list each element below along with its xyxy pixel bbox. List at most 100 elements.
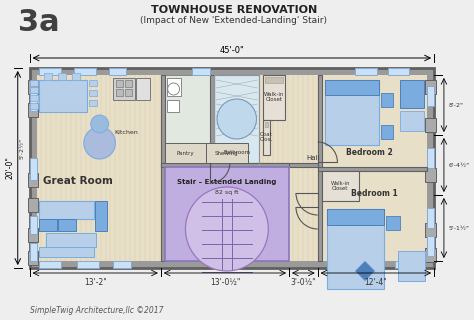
Text: Stair – Extended Landing: Stair – Extended Landing	[177, 179, 277, 185]
Bar	[165, 167, 289, 261]
Bar	[39, 247, 94, 257]
Bar	[39, 80, 87, 112]
Bar	[27, 228, 38, 242]
Text: 5'-1½": 5'-1½"	[449, 226, 470, 230]
Bar	[27, 173, 38, 187]
Text: Great Room: Great Room	[43, 176, 113, 186]
Bar	[400, 80, 424, 108]
Bar	[214, 75, 259, 167]
Bar	[36, 75, 427, 261]
Circle shape	[217, 99, 256, 139]
Bar	[74, 68, 96, 75]
Text: Bedroom 2: Bedroom 2	[346, 148, 392, 157]
Bar	[29, 103, 38, 109]
Bar	[89, 90, 97, 96]
Bar	[381, 93, 392, 107]
Bar	[117, 80, 123, 87]
Bar	[327, 209, 384, 225]
Bar	[29, 80, 38, 86]
Bar	[29, 243, 36, 261]
Bar	[89, 80, 97, 86]
Bar	[318, 167, 427, 171]
Bar	[89, 100, 97, 106]
Bar	[325, 80, 379, 95]
Text: 8'-2": 8'-2"	[449, 102, 464, 108]
Bar	[355, 261, 380, 268]
Bar	[325, 80, 379, 145]
Text: Bathroom: Bathroom	[223, 150, 250, 155]
Bar	[388, 68, 410, 75]
Bar	[109, 68, 126, 75]
Bar	[29, 68, 434, 268]
Text: 3'-0½": 3'-0½"	[291, 278, 316, 287]
Bar	[27, 80, 38, 94]
Bar	[427, 236, 434, 256]
Text: Kitchen: Kitchen	[114, 130, 138, 135]
Bar	[265, 77, 283, 83]
Bar	[425, 118, 436, 132]
Bar	[427, 208, 434, 228]
Bar	[264, 75, 285, 120]
Bar	[27, 251, 38, 265]
Bar	[72, 73, 80, 80]
Text: (Impact of New 'Extended-Landing' Stair): (Impact of New 'Extended-Landing' Stair)	[140, 16, 328, 25]
Bar	[206, 143, 247, 163]
Text: Walk-in
Closet: Walk-in Closet	[264, 92, 284, 102]
Bar	[113, 78, 135, 100]
Bar	[167, 100, 179, 112]
Bar	[425, 248, 436, 262]
Bar	[321, 171, 427, 261]
Text: 20'-0": 20'-0"	[6, 156, 15, 180]
Bar	[265, 122, 268, 127]
Bar	[165, 143, 206, 163]
Bar	[210, 75, 214, 167]
Bar	[113, 261, 131, 268]
Bar	[29, 216, 36, 234]
Bar	[394, 261, 414, 268]
Bar	[117, 89, 123, 96]
Text: 12'-4": 12'-4"	[365, 278, 387, 287]
Text: 5'-2½": 5'-2½"	[19, 137, 25, 159]
Text: Walk-in
Closet: Walk-in Closet	[330, 180, 350, 191]
Text: 13'-0½": 13'-0½"	[210, 278, 240, 287]
Bar	[125, 89, 132, 96]
Bar	[161, 163, 318, 167]
Bar	[58, 219, 76, 231]
Bar	[27, 103, 38, 117]
Text: 82 sq ft: 82 sq ft	[215, 190, 239, 195]
Bar	[46, 233, 96, 247]
Bar	[45, 73, 52, 80]
Circle shape	[91, 115, 109, 133]
Bar	[77, 261, 99, 268]
Bar	[167, 78, 181, 96]
Bar	[427, 86, 434, 106]
Circle shape	[84, 127, 116, 159]
Text: 3a: 3a	[18, 8, 59, 37]
Bar	[425, 80, 436, 94]
Bar	[27, 198, 38, 212]
Polygon shape	[355, 261, 375, 281]
Bar	[425, 168, 436, 182]
Text: 6'-4½": 6'-4½"	[449, 163, 470, 167]
Bar	[427, 148, 434, 168]
Bar	[29, 93, 36, 111]
Bar	[327, 209, 384, 289]
Bar	[355, 68, 377, 75]
Bar	[214, 75, 259, 167]
Bar	[39, 261, 61, 268]
Text: Coat
Clos.: Coat Clos.	[260, 132, 273, 142]
Bar	[58, 73, 66, 80]
Bar	[165, 75, 210, 163]
Text: SimpleTwig Architecture,llc ©2017: SimpleTwig Architecture,llc ©2017	[29, 306, 163, 315]
Text: 45'-0": 45'-0"	[219, 46, 244, 55]
Text: Shelving: Shelving	[215, 150, 239, 156]
Bar	[39, 68, 61, 75]
Bar	[264, 120, 270, 155]
Bar	[29, 87, 38, 93]
Bar	[39, 219, 57, 231]
Bar	[161, 163, 289, 167]
Text: Bedroom 1: Bedroom 1	[350, 188, 397, 197]
Bar	[321, 75, 427, 167]
Bar	[318, 75, 321, 261]
Bar	[136, 78, 150, 100]
